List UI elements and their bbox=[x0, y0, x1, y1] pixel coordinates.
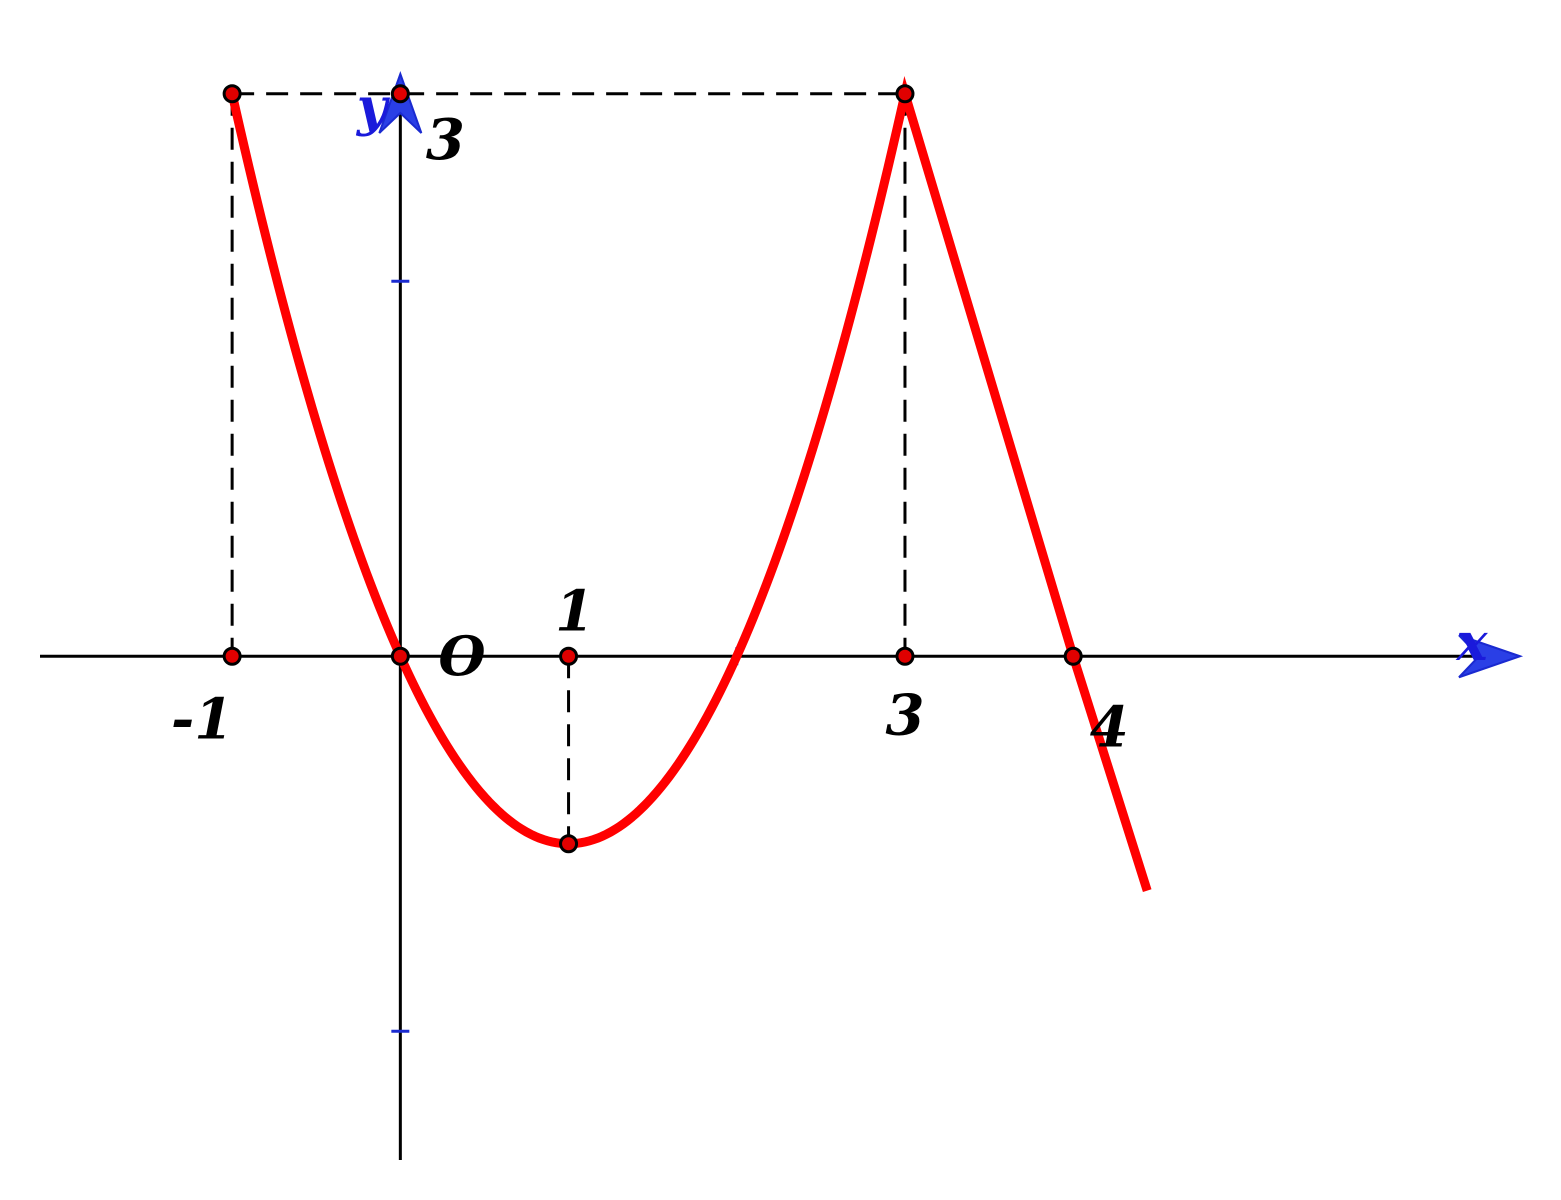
data-point bbox=[222, 84, 242, 104]
tick-label: 4 bbox=[1090, 694, 1129, 760]
x-axis-arrow bbox=[1458, 634, 1524, 679]
data-point bbox=[895, 84, 915, 104]
guide-lines bbox=[230, 92, 907, 844]
data-point bbox=[559, 834, 579, 854]
y-axis-label: y bbox=[356, 77, 391, 138]
marked-points bbox=[222, 84, 1083, 854]
labels: x y O -1 1 3 4 3 bbox=[171, 77, 1488, 760]
tick-label: 3 bbox=[426, 107, 465, 173]
x-axis-label: x bbox=[1455, 612, 1488, 673]
origin-label: O bbox=[438, 624, 485, 688]
data-point bbox=[1063, 646, 1083, 666]
data-point bbox=[559, 646, 579, 666]
tick-label: 3 bbox=[885, 682, 924, 748]
data-point bbox=[390, 646, 410, 666]
tick-label: -1 bbox=[171, 686, 233, 752]
tick-label: 1 bbox=[555, 578, 594, 644]
data-point bbox=[390, 84, 410, 104]
axes bbox=[40, 71, 1524, 1160]
series-line bbox=[227, 76, 1152, 892]
data-point bbox=[222, 646, 242, 666]
y-axis-arrow bbox=[378, 71, 423, 134]
curve-layer bbox=[227, 76, 1152, 892]
data-point bbox=[895, 646, 915, 666]
